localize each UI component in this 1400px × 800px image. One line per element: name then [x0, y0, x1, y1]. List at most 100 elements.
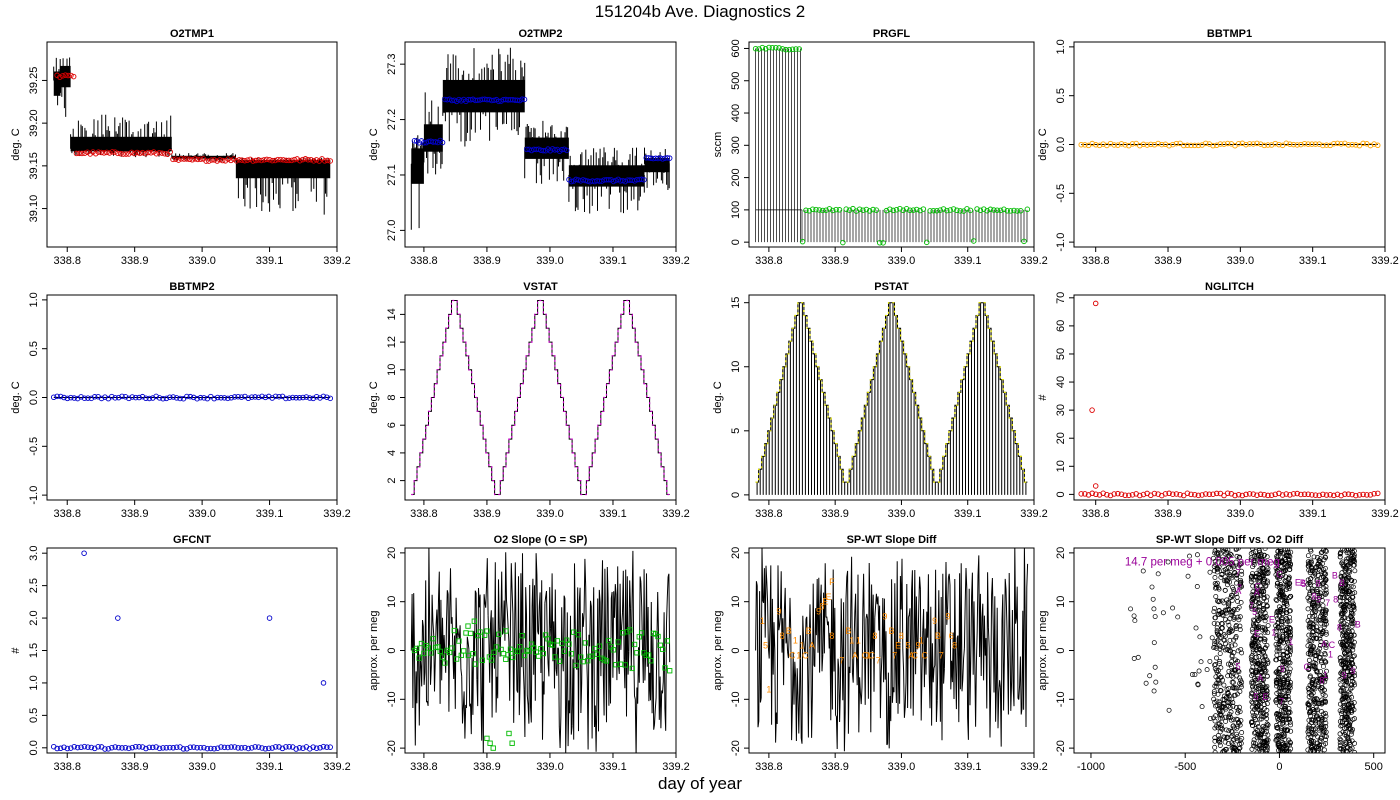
data-point	[1279, 618, 1285, 624]
data-point	[1159, 141, 1165, 148]
y-tick-label: 20	[1055, 547, 1067, 559]
y-tick-label: -1.0	[1055, 233, 1067, 252]
data-point	[1235, 710, 1241, 716]
data-point	[1338, 141, 1344, 147]
data-point	[64, 395, 71, 402]
data-point	[1212, 683, 1218, 689]
data-point	[1312, 666, 1318, 672]
data-point	[1218, 688, 1224, 694]
data-point	[161, 150, 168, 157]
data-point	[1273, 737, 1279, 743]
series-points	[50, 550, 334, 752]
y-tick-label: 60	[1055, 320, 1067, 332]
data-point	[1273, 723, 1279, 728]
x-tick-label: -1000	[1077, 761, 1105, 773]
data-point	[228, 157, 234, 164]
data-point	[1257, 647, 1263, 653]
data-point	[1320, 675, 1326, 681]
data-point	[1318, 569, 1324, 575]
data-point	[1348, 554, 1354, 560]
data-point	[253, 157, 259, 164]
data-point	[297, 157, 303, 164]
data-point	[517, 644, 523, 650]
data-point	[991, 207, 997, 213]
data-point	[645, 652, 652, 658]
data-point	[1223, 727, 1229, 733]
data-point	[283, 157, 289, 164]
annotation-text: 14.7 per meg + 0.005 per meg	[1125, 557, 1280, 569]
data-point	[1257, 600, 1263, 606]
data-point	[1309, 141, 1315, 147]
data-point	[1319, 726, 1324, 731]
data-point	[1235, 140, 1242, 147]
data-point	[1285, 639, 1291, 645]
data-point	[1254, 735, 1260, 741]
point-label: 8	[952, 641, 957, 651]
data-point	[68, 394, 74, 401]
data-point	[1309, 638, 1315, 644]
data-point	[1231, 684, 1237, 690]
data-point	[1194, 584, 1200, 589]
y-tick-label: 8	[386, 394, 398, 400]
data-point	[1170, 491, 1176, 497]
data-point	[313, 157, 320, 163]
data-point	[1285, 618, 1291, 624]
data-point	[1236, 617, 1242, 623]
data-point	[664, 155, 671, 161]
data-point	[974, 206, 980, 212]
data-point	[1217, 141, 1224, 147]
data-point	[1341, 603, 1347, 609]
data-point	[1260, 673, 1266, 679]
data-point	[1287, 614, 1292, 620]
data-point	[1196, 668, 1202, 674]
y-tick-label: 600	[730, 39, 742, 57]
data-point	[1309, 566, 1315, 572]
data-point	[1237, 689, 1243, 694]
data-point	[1231, 637, 1237, 643]
data-point	[823, 207, 829, 213]
data-point	[1253, 669, 1259, 675]
data-point	[1313, 677, 1319, 683]
data-point	[465, 623, 471, 629]
data-point	[1321, 618, 1327, 624]
data-point	[160, 745, 166, 751]
data-point	[1347, 596, 1353, 602]
data-point	[1214, 655, 1219, 661]
data-point	[272, 393, 279, 400]
data-point	[1148, 141, 1154, 148]
y-tick-label: 2.0	[28, 610, 40, 625]
data-point	[1338, 670, 1344, 676]
data-point	[1224, 735, 1230, 741]
data-point	[1230, 700, 1236, 706]
data-point	[181, 156, 187, 162]
data-point	[1218, 711, 1223, 717]
point-label: 8	[829, 631, 834, 641]
point-label: 5	[906, 641, 911, 651]
data-point	[1180, 142, 1187, 149]
data-point	[276, 393, 282, 400]
data-point	[1350, 717, 1356, 723]
data-point	[1223, 714, 1229, 720]
data-point	[1250, 684, 1256, 690]
data-point	[1273, 628, 1279, 634]
data-point	[496, 631, 502, 637]
data-point	[1253, 726, 1259, 731]
point-label: 9	[1316, 595, 1321, 605]
data-point	[1212, 662, 1218, 668]
data-point	[236, 157, 242, 163]
data-point	[603, 658, 610, 664]
data-point	[1229, 696, 1235, 702]
point-label: 1	[1288, 637, 1293, 647]
data-point	[1231, 616, 1237, 622]
data-point	[594, 651, 600, 657]
data-point	[1323, 642, 1329, 648]
data-point	[1288, 561, 1293, 567]
data-point	[1298, 491, 1304, 498]
data-point	[1229, 659, 1235, 665]
data-point	[1283, 705, 1288, 711]
data-point	[1274, 652, 1280, 658]
point-label: 1	[793, 636, 798, 646]
data-point	[1284, 610, 1290, 616]
data-point	[1221, 704, 1226, 710]
data-point	[1278, 622, 1284, 628]
